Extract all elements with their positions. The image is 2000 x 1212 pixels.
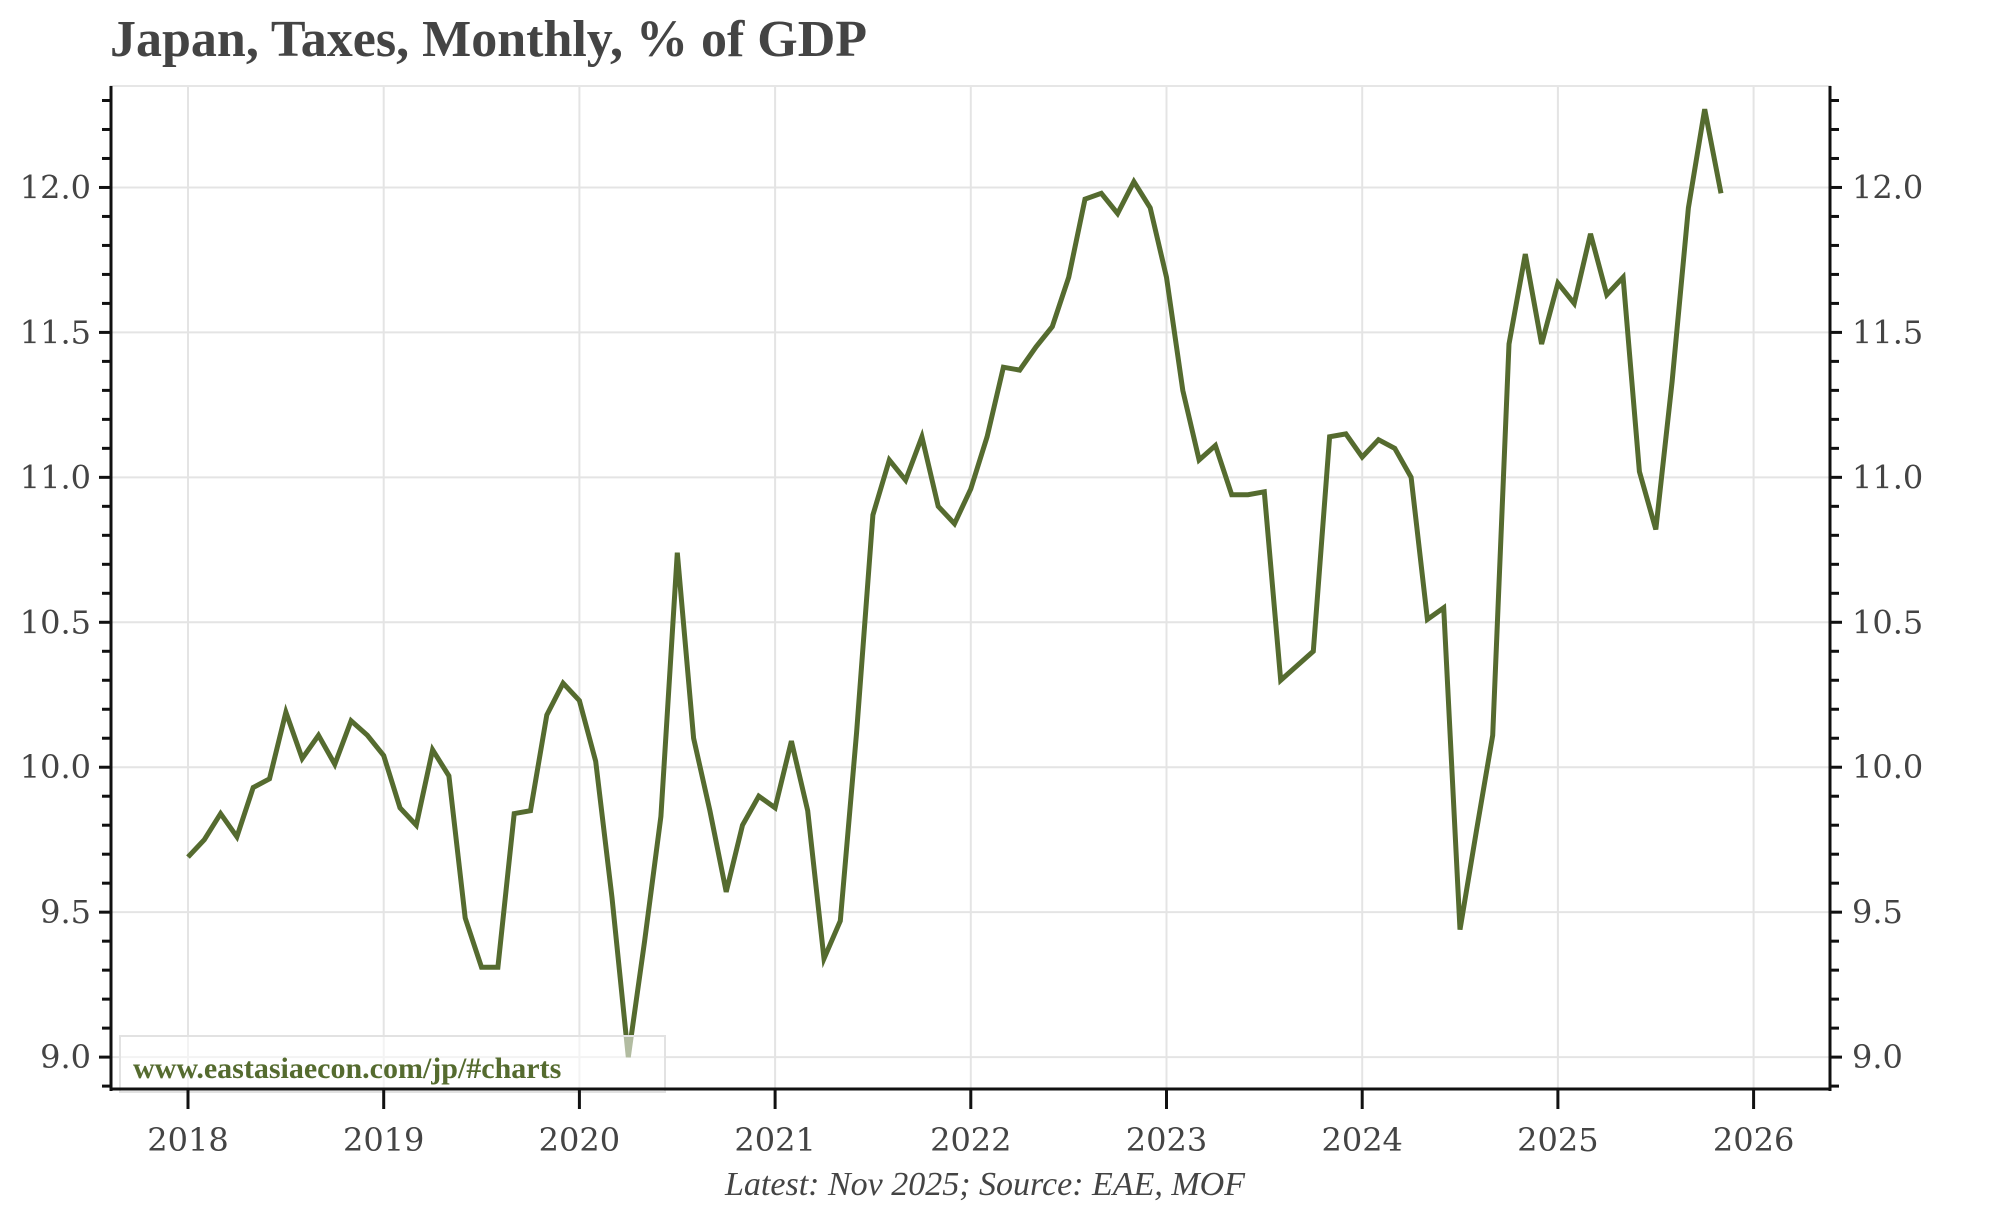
x-tick-label: 2020 — [539, 1121, 620, 1159]
y-tick-label-left: 11.0 — [20, 458, 91, 496]
watermark-box: www.eastasiaecon.com/jp/#charts — [119, 1035, 666, 1093]
watermark-text: www.eastasiaecon.com/jp/#charts — [133, 1052, 561, 1085]
y-tick-label-right: 11.5 — [1852, 313, 1923, 351]
x-tick-label: 2022 — [930, 1121, 1011, 1159]
y-tick-label-right: 12.0 — [1852, 168, 1923, 206]
x-tick-label: 2024 — [1321, 1121, 1402, 1159]
y-tick-label-left: 12.0 — [20, 168, 91, 206]
y-tick-label-left: 9.5 — [40, 893, 91, 931]
x-tick-label: 2023 — [1126, 1121, 1207, 1159]
series-line-taxes — [186, 108, 1724, 1058]
x-tick-label: 2025 — [1517, 1121, 1598, 1159]
source-note: Latest: Nov 2025; Source: EAE, MOF — [724, 1166, 1246, 1203]
y-tick-label-right: 9.5 — [1852, 893, 1903, 931]
x-tick-label: 2021 — [734, 1121, 815, 1159]
x-tick-label: 2019 — [343, 1121, 424, 1159]
y-tick-label-right: 10.0 — [1852, 748, 1923, 786]
y-tick-label-left: 10.0 — [20, 748, 91, 786]
y-tick-label-right: 10.5 — [1852, 603, 1923, 641]
gridlines — [111, 86, 1830, 1089]
series-layer — [186, 108, 1724, 1058]
x-tick-label: 2018 — [147, 1121, 228, 1159]
y-tick-label-right: 9.0 — [1852, 1038, 1903, 1076]
y-tick-label-left: 9.0 — [40, 1038, 91, 1076]
y-tick-label-left: 11.5 — [20, 313, 91, 351]
x-tick-label: 2026 — [1713, 1121, 1794, 1159]
chart-title: Japan, Taxes, Monthly, % of GDP — [110, 11, 868, 68]
y-tick-label-left: 10.5 — [20, 603, 91, 641]
axes: 9.0 9.0 9.5 9.5 10.0 10.0 10.5 10.5 11.0 11.0 11.5… — [20, 86, 1923, 1159]
y-tick-label-right: 11.0 — [1852, 458, 1923, 496]
